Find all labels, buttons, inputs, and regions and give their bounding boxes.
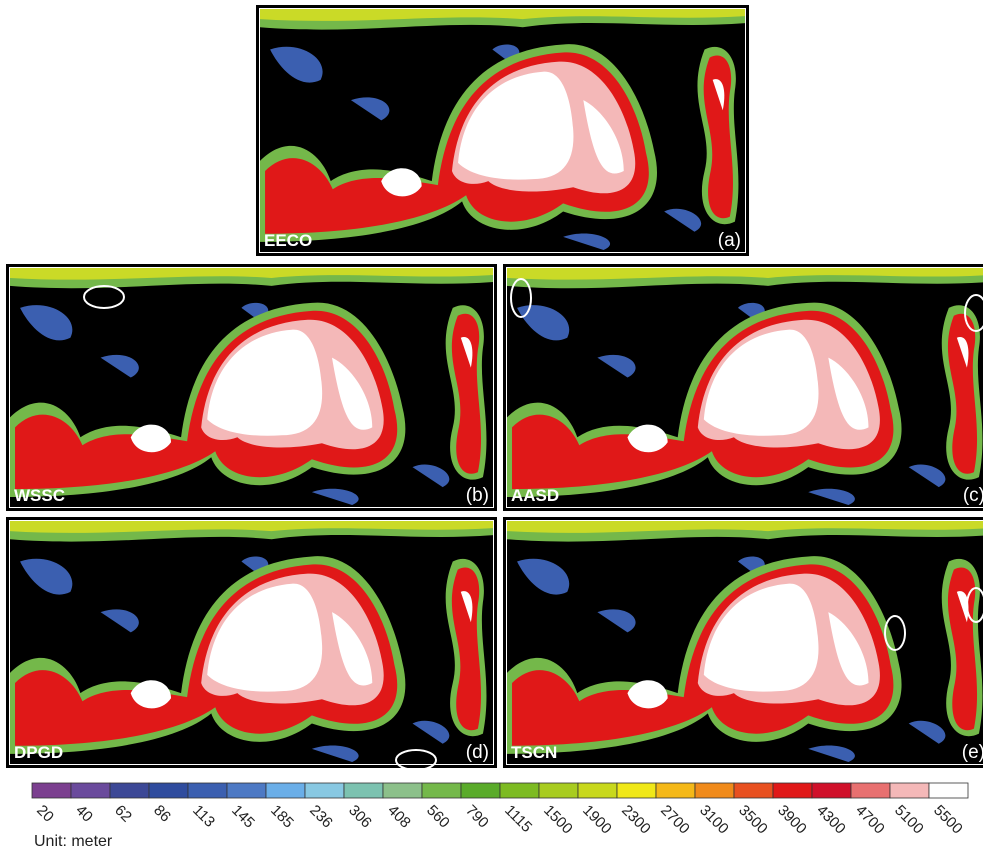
legend-swatch xyxy=(812,783,851,798)
legend-swatch xyxy=(656,783,695,798)
panel: DPGD (d) xyxy=(8,519,496,771)
legend-swatch xyxy=(890,783,929,798)
panel-letter: (c) xyxy=(963,485,983,506)
legend-swatch xyxy=(32,783,71,798)
legend-swatch xyxy=(383,783,422,798)
map-image xyxy=(507,268,983,507)
map-image xyxy=(507,521,983,764)
legend-swatch xyxy=(695,783,734,798)
legend-swatch xyxy=(266,783,305,798)
panel-letter: (b) xyxy=(466,485,489,506)
legend-swatch xyxy=(929,783,968,798)
panel-name: EECO xyxy=(264,231,312,250)
panel-letter: (e) xyxy=(962,742,983,763)
legend-label: 4300 xyxy=(813,802,849,838)
legend-swatch xyxy=(188,783,227,798)
legend-label: 306 xyxy=(345,802,375,832)
legend-swatch xyxy=(734,783,773,798)
legend-label: 408 xyxy=(384,802,414,832)
legend-label: 145 xyxy=(228,802,258,832)
legend-swatch xyxy=(617,783,656,798)
legend-swatch xyxy=(773,783,812,798)
legend-label: 1500 xyxy=(540,802,576,838)
legend-swatch xyxy=(149,783,188,798)
map-image xyxy=(10,268,493,507)
map-image xyxy=(10,521,493,764)
legend-swatch xyxy=(344,783,383,798)
panel: TSCN (e) xyxy=(505,519,983,767)
legend-swatch xyxy=(461,783,500,798)
legend-label: 790 xyxy=(462,802,492,832)
panel-name: WSSC xyxy=(14,486,65,505)
panel-name: DPGD xyxy=(14,743,63,762)
panel: AASD (c) xyxy=(505,266,983,510)
legend-swatch xyxy=(305,783,344,798)
legend-label: 1900 xyxy=(579,802,615,838)
legend-label: 3100 xyxy=(696,802,732,838)
panel: WSSC (b) xyxy=(8,266,496,510)
legend-label: 560 xyxy=(423,802,453,832)
legend-label: 2300 xyxy=(618,802,654,838)
figure: EECO (a) WSSC (b) AASD (c) DPGD (d) TSCN (e) 20 40 6… xyxy=(0,0,983,854)
legend-swatch xyxy=(851,783,890,798)
legend-label: 20 xyxy=(33,802,57,826)
legend-swatch xyxy=(539,783,578,798)
legend-label: 4700 xyxy=(852,802,888,838)
legend-label: 86 xyxy=(150,802,174,826)
legend-label: 5500 xyxy=(930,802,966,838)
panel-letter: (d) xyxy=(466,742,489,763)
legend-label: 1115 xyxy=(501,802,535,836)
legend-label: 5100 xyxy=(891,802,927,838)
legend-label: 3500 xyxy=(735,802,771,838)
legend-swatch xyxy=(227,783,266,798)
legend-label: 40 xyxy=(72,802,96,826)
legend-swatch xyxy=(71,783,110,798)
legend-label: 2700 xyxy=(657,802,693,838)
legend-label: 236 xyxy=(306,802,336,832)
panel-letter: (a) xyxy=(718,230,741,251)
panel-name: TSCN xyxy=(511,743,557,762)
panel-name: AASD xyxy=(511,486,559,505)
legend-swatch xyxy=(500,783,539,798)
panel: EECO (a) xyxy=(258,7,748,255)
legend-label: 62 xyxy=(111,802,135,826)
legend-swatch xyxy=(578,783,617,798)
legend-swatch xyxy=(110,783,149,798)
legend-label: 113 xyxy=(189,802,218,831)
unit-label: Unit: meter xyxy=(34,833,113,850)
legend-swatch xyxy=(422,783,461,798)
map-image xyxy=(260,9,745,252)
legend-label: 185 xyxy=(267,802,297,832)
legend-label: 3900 xyxy=(774,802,810,838)
